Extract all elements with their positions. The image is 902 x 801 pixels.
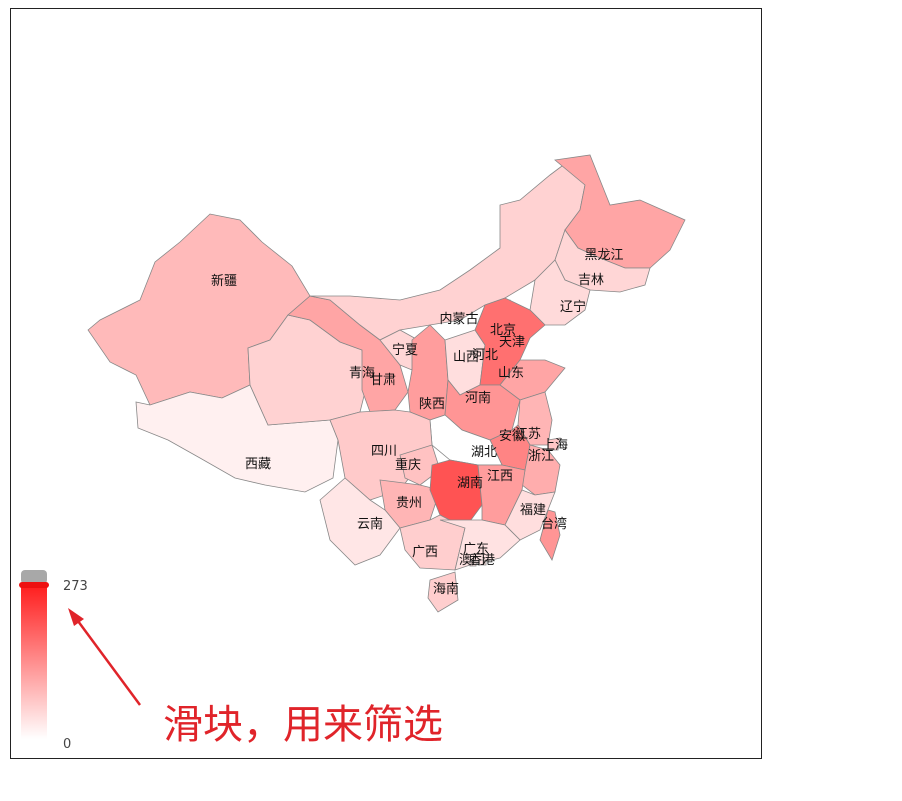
province-label: 黑龙江 [584,248,623,263]
province-region[interactable] [429,459,483,529]
province-label: 福建 [520,503,546,518]
province-label: 北京 [490,323,516,338]
province-region[interactable] [521,444,561,496]
province-label: 河北 [472,348,498,363]
province-label: 内蒙古 [439,311,478,327]
province-label: 甘肃 [370,373,396,388]
province-label: 陕西 [419,397,445,412]
province-label: 湖南 [457,475,483,491]
province-label: 安徽 [499,429,525,444]
province-label: 湖北 [471,445,497,460]
province-label: 宁夏 [392,342,418,358]
province-label: 新疆 [211,273,237,289]
legend-max-label: 273 [63,579,88,594]
legend-min-label: 0 [63,737,71,752]
visual-map-legend[interactable]: 273 0 [19,570,88,752]
province-region[interactable] [547,437,561,451]
annotation-text: 滑块，用来筛选 [163,702,443,748]
province-region[interactable] [439,519,521,571]
province-label: 江苏 [515,426,541,442]
provinces-layer [87,154,686,613]
province-label: 香港 [469,553,495,568]
province-label: 天津 [499,335,525,350]
province-label: 山东 [498,366,524,381]
province-label: 河南 [465,390,491,406]
province-label: 西藏 [245,457,271,472]
annotation-arrow [68,608,142,706]
province-label: 四川 [371,444,397,459]
province-region[interactable] [399,444,441,486]
province-region[interactable] [427,571,459,613]
province-label: 澳门 [459,552,485,568]
province-label: 浙江 [528,449,554,464]
province-label: 广西 [412,545,438,560]
province-label: 云南 [357,516,383,532]
province-region[interactable] [539,509,561,561]
province-region[interactable] [477,559,487,566]
province-label: 重庆 [395,457,421,473]
province-region[interactable] [135,384,339,493]
province-label: 山西 [453,350,479,365]
province-label: 青海 [349,366,375,381]
province-label: 辽宁 [560,299,586,315]
province-label: 吉林 [578,273,604,288]
legend-handle-top-bar[interactable] [19,582,49,588]
province-label: 上海 [542,438,568,453]
province-label: 台湾 [541,516,567,532]
province-region[interactable] [469,560,477,567]
province-label: 广东 [463,542,489,557]
province-label: 江西 [487,469,513,484]
legend-handle-top[interactable] [21,570,47,584]
legend-color-bar[interactable] [21,587,47,739]
province-label: 贵州 [396,496,422,511]
province-label: 海南 [433,581,459,597]
